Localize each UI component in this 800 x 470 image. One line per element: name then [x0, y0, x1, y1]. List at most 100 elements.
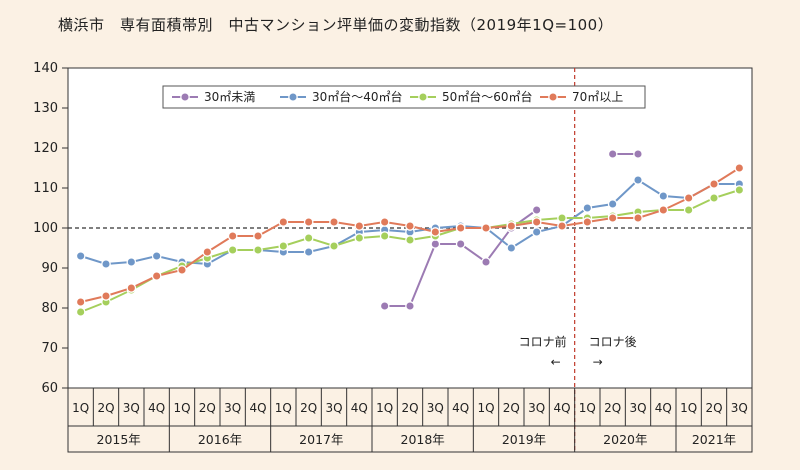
x-tick-label: 4Q: [148, 401, 165, 415]
y-tick-label: 70: [41, 341, 58, 356]
data-point-0: [633, 149, 643, 159]
x-tick-label: 3Q: [427, 401, 444, 415]
data-point-1: [101, 259, 111, 269]
data-point-3: [202, 247, 213, 257]
data-point-3: [227, 231, 238, 241]
data-point-3: [455, 223, 466, 233]
data-point-2: [709, 193, 719, 203]
data-point-0: [481, 257, 491, 267]
y-tick-label: 120: [33, 141, 58, 156]
data-point-3: [75, 297, 86, 307]
chart-title: 横浜市 専有面積帯別 中古マンション坪単価の変動指数（2019年1Q=100）: [58, 16, 614, 34]
x-tick-label: 1Q: [376, 401, 393, 415]
data-point-3: [607, 213, 618, 223]
x-tick-label: 4Q: [655, 401, 672, 415]
data-point-2: [734, 185, 745, 195]
y-tick-label: 140: [33, 61, 58, 76]
data-point-2: [354, 233, 365, 243]
x-tick-label: 4Q: [351, 401, 368, 415]
data-point-2: [75, 307, 86, 317]
data-point-0: [531, 205, 542, 215]
annotation-after: コロナ後: [589, 335, 637, 349]
x-axis-box: [67, 387, 753, 453]
x-tick-label: 3Q: [224, 401, 241, 415]
data-point-2: [303, 233, 314, 243]
y-tick-label: 80: [41, 301, 58, 316]
data-point-3: [151, 271, 162, 281]
x-tick-label: 2Q: [300, 401, 317, 415]
data-point-2: [227, 245, 238, 255]
data-point-1: [126, 257, 137, 267]
data-point-3: [101, 291, 111, 301]
year-label: 2018年: [401, 432, 445, 447]
data-point-0: [607, 149, 618, 159]
year-label: 2020年: [603, 432, 647, 447]
data-point-2: [278, 241, 289, 251]
data-point-3: [278, 217, 289, 227]
data-point-3: [126, 283, 137, 293]
data-point-3: [354, 221, 365, 231]
x-tick-label: 3Q: [528, 401, 545, 415]
data-point-3: [303, 217, 314, 227]
legend-swatch-marker: [418, 92, 428, 102]
x-tick-label: 4Q: [553, 401, 570, 415]
data-point-1: [633, 175, 643, 185]
legend-label: 70㎡以上: [572, 90, 623, 104]
y-tick-label: 110: [33, 181, 58, 196]
data-point-3: [481, 223, 491, 233]
year-label: 2017年: [299, 432, 343, 447]
x-tick-label: 1Q: [173, 401, 190, 415]
arrow-right: →: [593, 355, 603, 369]
y-tick-label: 130: [33, 101, 58, 116]
x-tick-label: 3Q: [123, 401, 140, 415]
data-point-1: [506, 243, 517, 253]
data-point-3: [658, 205, 669, 215]
data-point-2: [683, 205, 694, 215]
data-point-3: [379, 217, 390, 227]
data-point-3: [405, 221, 415, 231]
data-point-3: [557, 221, 567, 231]
data-point-2: [379, 231, 390, 241]
data-point-3: [633, 213, 643, 223]
data-point-0: [379, 301, 390, 311]
data-point-3: [430, 227, 441, 237]
data-point-1: [607, 199, 618, 209]
x-tick-label: 3Q: [731, 401, 748, 415]
legend-label: 30㎡台〜40㎡台: [312, 89, 403, 104]
data-point-1: [658, 191, 669, 201]
year-label: 2019年: [502, 432, 546, 447]
data-point-3: [734, 163, 745, 173]
legend-swatch-marker: [548, 92, 558, 102]
data-point-1: [531, 227, 542, 237]
x-tick-label: 3Q: [325, 401, 342, 415]
data-point-3: [506, 221, 517, 231]
y-tick-label: 60: [41, 381, 58, 396]
annotation-before: コロナ前: [519, 334, 567, 349]
data-point-1: [303, 247, 314, 257]
arrow-left: ←: [551, 355, 561, 369]
data-point-2: [405, 235, 415, 245]
x-tick-label: 2Q: [97, 401, 114, 415]
x-tick-label: 1Q: [72, 401, 89, 415]
x-tick-label: 1Q: [579, 401, 596, 415]
data-point-3: [531, 217, 542, 227]
y-tick-label: 90: [41, 261, 58, 276]
x-tick-label: 1Q: [680, 401, 697, 415]
data-point-3: [709, 179, 719, 189]
data-point-2: [329, 241, 339, 251]
x-tick-label: 2Q: [503, 401, 520, 415]
y-tick-label: 100: [33, 221, 58, 236]
x-tick-label: 4Q: [452, 401, 469, 415]
data-point-3: [683, 193, 694, 203]
data-point-3: [177, 265, 187, 275]
data-point-3: [582, 217, 593, 227]
data-point-1: [75, 251, 86, 261]
x-tick-label: 2Q: [199, 401, 216, 415]
legend-swatch-marker: [288, 92, 298, 102]
data-point-1: [582, 203, 593, 213]
x-tick-label: 2Q: [705, 401, 722, 415]
data-point-3: [253, 231, 263, 241]
data-point-1: [151, 251, 162, 261]
year-label: 2015年: [97, 432, 141, 447]
